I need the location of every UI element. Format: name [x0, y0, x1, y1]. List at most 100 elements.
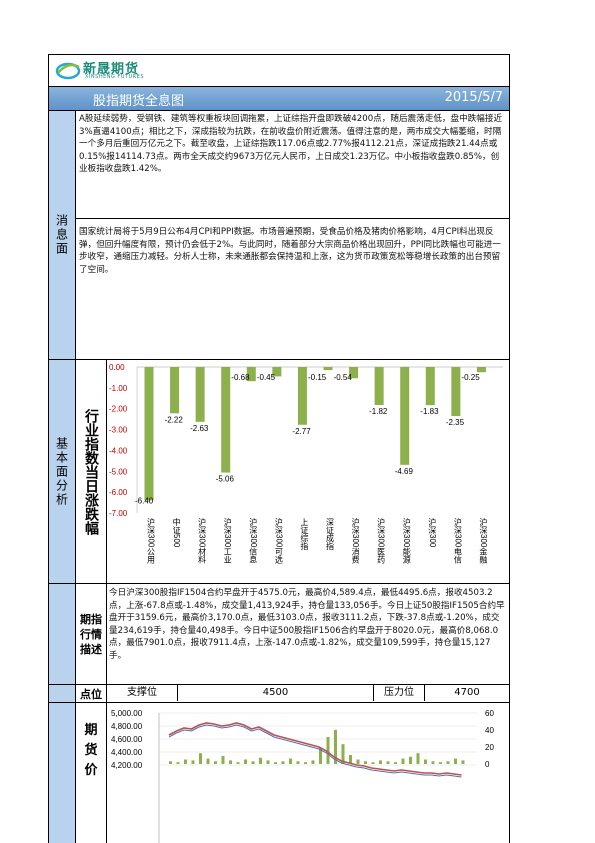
category-label: 沪深300材料 — [198, 517, 207, 564]
market-left-blank — [49, 584, 76, 684]
volume-bar — [259, 757, 262, 764]
fundamentals-label: 基本面分析 — [49, 360, 76, 583]
bar-value-label: -1.83 — [420, 407, 439, 416]
volume-bar — [304, 762, 307, 764]
news-paragraph-1: A股延续弱势，受钢铁、建筑等权重板块回调拖累，上证综指开盘即跌破4200点，随后… — [79, 114, 503, 175]
category-label: 沪深300工业 — [223, 517, 232, 563]
left-axis-tick: 4,400.00 — [111, 748, 143, 757]
bar — [195, 367, 205, 422]
bar — [170, 367, 180, 414]
bar — [144, 367, 154, 501]
volume-bar — [394, 762, 397, 764]
resistance-value: 4700 — [454, 687, 480, 698]
volume-bar — [251, 761, 255, 764]
volume-bar — [326, 737, 330, 764]
y-tick-label: -5.00 — [109, 467, 128, 476]
volume-bar — [379, 760, 382, 764]
logo-row: 新晟期货 XINSHENG FUTURES — [49, 55, 509, 87]
section-divider — [49, 684, 509, 685]
bar — [297, 367, 307, 425]
volume-bar — [401, 758, 405, 764]
bar — [349, 367, 359, 379]
volume-bar — [439, 762, 442, 764]
section-divider — [49, 583, 509, 584]
volume-bar — [446, 761, 450, 764]
volume-bar — [461, 760, 465, 764]
volume-bar — [431, 761, 435, 764]
chart-side-label: 行业指数当日涨跌幅 — [76, 360, 107, 583]
volume-bar — [214, 761, 217, 764]
volume-bar — [454, 758, 457, 764]
volume-bar — [169, 761, 172, 764]
levels-left-blank — [49, 685, 76, 702]
bar — [323, 367, 333, 371]
support-label: 支撑位 — [107, 685, 178, 701]
y-tick-label: -3.00 — [109, 426, 128, 435]
category-label: 上证综指 — [300, 518, 309, 551]
volume-bar — [356, 759, 360, 764]
category-label: 沪深300电信 — [453, 517, 462, 564]
bar-value-label: -2.22 — [165, 415, 184, 424]
bar — [451, 367, 461, 417]
volume-bar — [236, 762, 240, 764]
volume-bar — [371, 762, 375, 764]
volume-bar — [364, 761, 367, 764]
page-title: 股指期货全息图 — [93, 94, 185, 109]
y-tick-label: -1.00 — [109, 384, 128, 393]
bar-value-label: -0.68 — [231, 373, 250, 382]
category-label: 沪深300能源 — [402, 517, 411, 564]
volume-bar — [184, 759, 187, 764]
levels-label: 点位 — [76, 685, 107, 702]
futures-price-chart: 5,000.00 4,800.00 4,600.00 4,400.00 4,200.00… — [111, 709, 494, 843]
report-date: 2015/5/7 — [444, 90, 503, 105]
volume-bar — [341, 744, 345, 764]
bar — [272, 367, 282, 377]
category-label: 沪深300金融 — [479, 517, 488, 564]
bar-value-label: -2.77 — [292, 427, 311, 436]
volume-bar — [281, 761, 285, 764]
title-bar: 股指期货全息图 2015/5/7 — [49, 87, 509, 111]
average-line — [168, 724, 462, 778]
logo-name-cn: 新晟期货 — [83, 62, 140, 77]
futures-label-box: 期货价 — [76, 703, 107, 843]
volume-bar — [191, 760, 195, 764]
left-axis-tick: 4,200.00 — [111, 761, 143, 770]
section-divider — [49, 359, 509, 360]
volume-bar — [229, 760, 232, 764]
news-label: 消息面 — [49, 111, 76, 359]
bar-value-label: -6.40 — [135, 496, 154, 505]
industry-bar-chart: 0.00-1.00-2.00-3.00-4.00-5.00-6.00-7.00-… — [109, 363, 503, 564]
bar-value-label: -0.15 — [308, 373, 327, 382]
report-frame: 新晟期货 XINSHENG FUTURES 股指期货全息图 2015/5/7 消… — [48, 54, 510, 843]
volume-bar — [296, 761, 300, 764]
volume-bar — [386, 761, 390, 764]
bar-value-label: -5.06 — [216, 475, 235, 484]
category-label: 沪深300公用 — [147, 517, 156, 564]
volume-bar — [311, 760, 315, 764]
volume-bar — [319, 747, 322, 764]
support-value: 4500 — [178, 685, 374, 701]
category-label: 沪深300可选 — [274, 517, 283, 564]
bar-value-label: -2.35 — [446, 418, 465, 427]
right-axis-tick: 20 — [485, 743, 494, 752]
logo-name-en: XINSHENG FUTURES — [85, 74, 144, 80]
y-tick-label: -4.00 — [109, 446, 128, 455]
bar-value-label: -0.54 — [334, 373, 353, 382]
left-axis-tick: 4,600.00 — [111, 735, 143, 744]
resistance-label: 压力位 — [374, 685, 425, 701]
y-tick-label: -2.00 — [109, 405, 128, 414]
market-label: 期指行情描述 — [80, 612, 102, 656]
bar — [246, 367, 256, 382]
bar — [476, 367, 486, 373]
market-label-box: 期指行情描述 — [76, 584, 107, 684]
futures-label: 期货价 — [84, 723, 98, 778]
logo-swoosh-icon — [55, 62, 81, 80]
volume-bar — [349, 755, 352, 764]
price-line — [168, 722, 462, 776]
market-description: 今日沪深300股指IF1504合约早盘开于4575.0元，最高价4,589.4点… — [109, 588, 505, 661]
bar-value-label: -0.25 — [461, 373, 480, 382]
volume-bar — [244, 759, 247, 764]
bar-value-label: -0.45 — [257, 373, 276, 382]
y-tick-label: -7.00 — [109, 509, 128, 518]
volume-bar — [176, 762, 180, 764]
